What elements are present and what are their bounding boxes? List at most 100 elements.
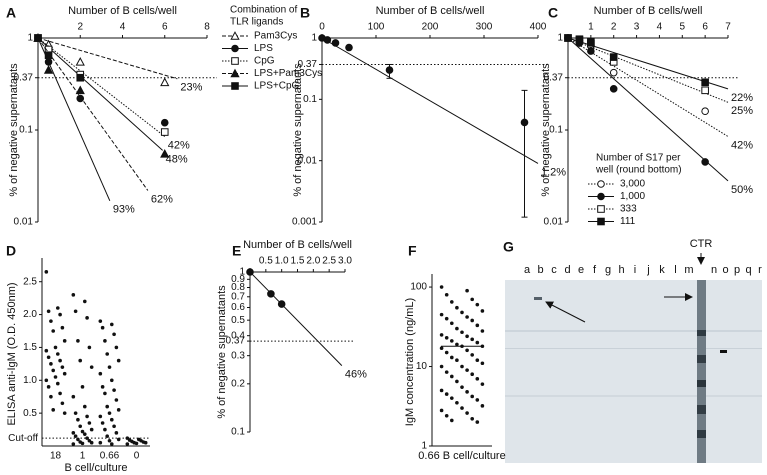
x-tick-label: 0	[134, 451, 140, 462]
dot	[465, 390, 469, 394]
dot	[465, 335, 469, 339]
marker	[565, 35, 572, 42]
y-tick-label: 1.0	[23, 375, 37, 386]
dot	[481, 404, 485, 408]
dot	[61, 401, 65, 405]
dot	[54, 375, 58, 379]
dot	[144, 441, 148, 445]
dot	[445, 351, 449, 355]
gel-band	[534, 297, 542, 300]
marker	[268, 291, 275, 298]
dot	[476, 377, 480, 381]
dot	[74, 309, 78, 313]
dot	[440, 389, 444, 393]
legend-title: Combination of	[230, 5, 297, 16]
dot	[63, 339, 67, 343]
lane-label: h	[618, 264, 624, 276]
marker	[598, 193, 605, 200]
dot	[460, 330, 464, 334]
dot	[51, 329, 55, 333]
dot	[450, 396, 454, 400]
legend-label: LPS	[254, 43, 273, 54]
dot	[72, 293, 76, 297]
dot	[112, 332, 116, 336]
dot	[108, 411, 112, 415]
dot	[61, 326, 65, 330]
marker	[278, 301, 285, 308]
x-tick-label: 3.0	[338, 256, 352, 267]
fit-label: 42%	[168, 139, 190, 151]
dot	[126, 442, 130, 446]
marker	[161, 78, 169, 85]
dot	[90, 365, 94, 369]
dot	[110, 418, 114, 422]
fit-line	[38, 38, 163, 150]
dot	[47, 385, 51, 389]
dot	[470, 353, 474, 357]
control-label: CTR	[690, 238, 713, 250]
dot	[440, 285, 444, 289]
y-tick-label: 1	[311, 33, 317, 44]
x-tick-label: 0.66	[100, 451, 120, 462]
marker	[76, 58, 84, 65]
fit-label: 25%	[731, 105, 753, 117]
x-tick-label: 6	[162, 22, 168, 33]
fit-label: 46%	[345, 369, 367, 381]
y-tick-label: 0.01	[298, 155, 318, 166]
control-band	[697, 330, 706, 336]
dot	[460, 385, 464, 389]
dot	[470, 298, 474, 302]
y-tick-label: 0.001	[292, 217, 317, 228]
y-tick-label: 0.37	[298, 59, 318, 70]
dot	[460, 311, 464, 315]
control-band	[697, 355, 706, 363]
x-tick-label: 1.0	[275, 256, 289, 267]
fit-line	[38, 38, 177, 79]
dot	[49, 319, 53, 323]
fit-label: 22%	[731, 92, 753, 104]
control-band	[697, 430, 706, 438]
dot	[74, 434, 78, 438]
gel-image	[505, 253, 762, 463]
dot	[63, 372, 67, 376]
dot	[88, 421, 92, 425]
dot	[455, 327, 459, 331]
dot	[99, 319, 103, 323]
gel-streak	[505, 395, 762, 397]
dot	[47, 309, 51, 313]
dot	[445, 336, 449, 340]
dot	[445, 370, 449, 374]
y-tick-label: 0.1	[19, 125, 33, 136]
dot	[101, 421, 105, 425]
marker	[232, 83, 239, 90]
control-band	[697, 380, 706, 387]
y-tick-label: 10	[416, 361, 428, 372]
dot	[58, 359, 62, 363]
dot	[61, 365, 65, 369]
dot	[45, 270, 49, 274]
x-axis-title: Number of B cells/well	[594, 5, 703, 17]
dot	[476, 420, 480, 424]
y-tick-label: 0.2	[231, 378, 245, 389]
dot	[112, 424, 116, 428]
dot	[105, 434, 109, 438]
y-axis-title: % of negative supernatants	[216, 285, 228, 419]
dot	[83, 405, 87, 409]
panel-letter: E	[232, 243, 241, 259]
fit-label: 50%	[731, 184, 753, 196]
lane-label: k	[659, 264, 665, 276]
marker	[324, 37, 331, 44]
dot	[103, 339, 107, 343]
legend-label: Pam3Cys	[254, 31, 297, 42]
dot	[81, 442, 85, 446]
x-tick-label: 300	[476, 22, 493, 33]
x-axis-title: Number of B cells/well	[68, 5, 177, 17]
dot	[54, 346, 58, 350]
lane-label: i	[634, 264, 636, 276]
dot	[83, 432, 87, 436]
dot	[105, 352, 109, 356]
dot	[49, 362, 53, 366]
dot	[99, 441, 103, 445]
fit-line	[38, 38, 165, 136]
dot	[85, 415, 89, 419]
